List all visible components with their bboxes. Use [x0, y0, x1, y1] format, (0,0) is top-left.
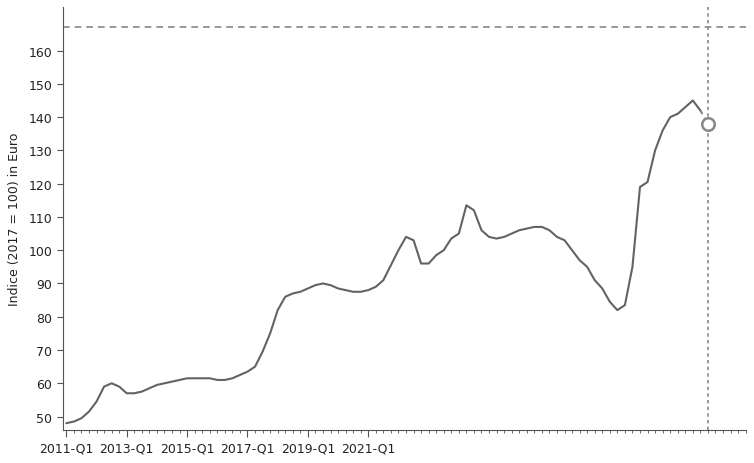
Y-axis label: Indice (2017 = 100) in Euro: Indice (2017 = 100) in Euro — [8, 132, 21, 306]
